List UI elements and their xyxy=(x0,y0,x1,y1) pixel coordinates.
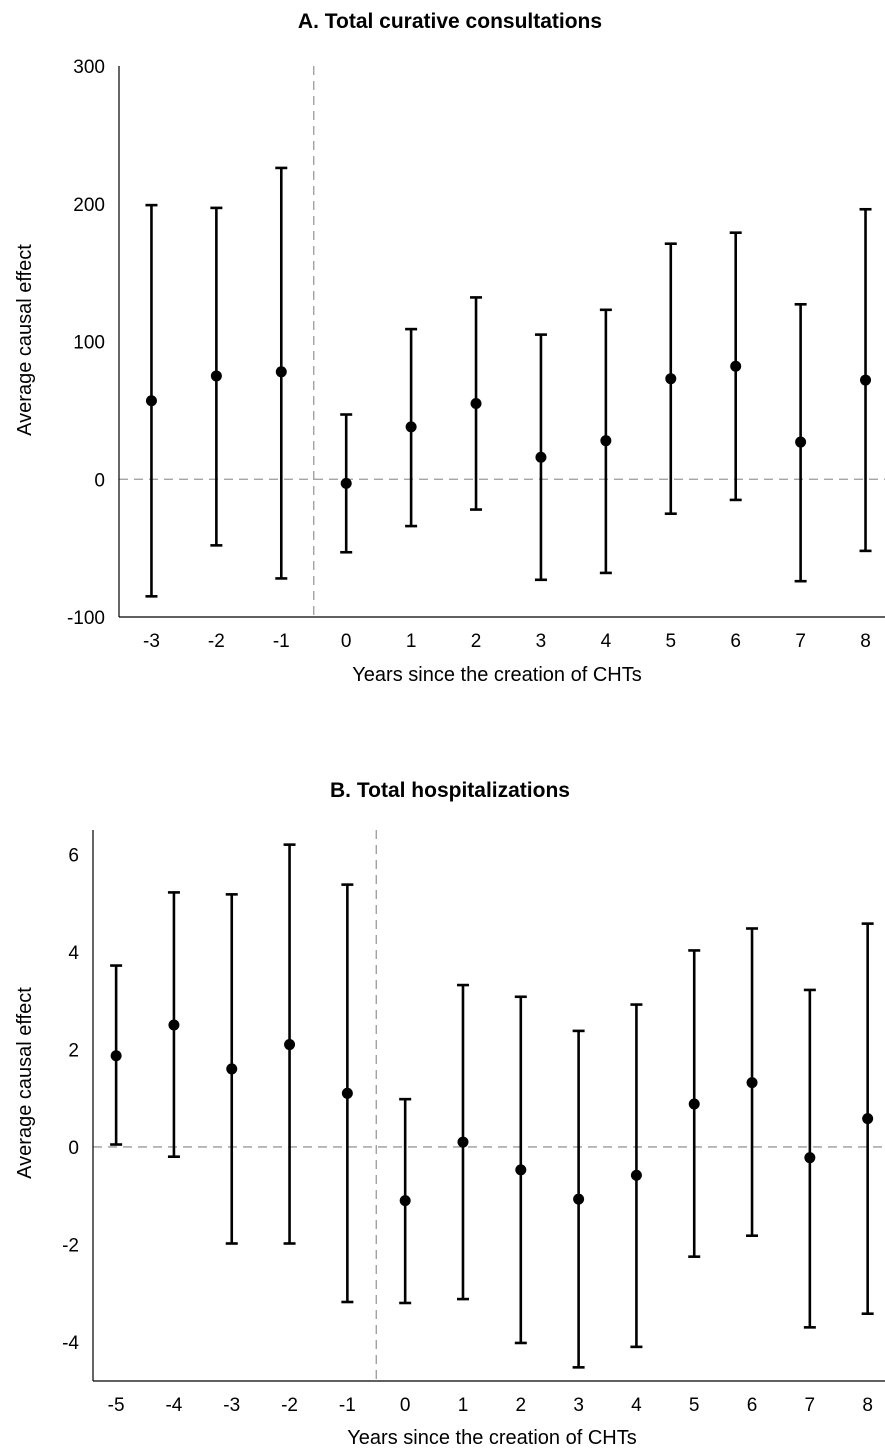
y-tick-label: 6 xyxy=(68,845,79,866)
data-marks xyxy=(110,843,874,1369)
point-estimate xyxy=(284,1039,296,1051)
x-tick-label: 1 xyxy=(458,1395,469,1416)
x-tick-label: 4 xyxy=(601,631,612,652)
chart-title: A. Total curative consultations xyxy=(298,10,602,33)
axes xyxy=(118,66,885,618)
point-estimate xyxy=(226,1063,238,1075)
x-tick-label: 5 xyxy=(665,631,676,652)
x-tick-label: -2 xyxy=(281,1395,298,1416)
x-tick-label: -1 xyxy=(339,1395,356,1416)
x-tick-label: -2 xyxy=(208,631,225,652)
y-tick-label: 0 xyxy=(94,470,105,491)
point-estimate xyxy=(340,477,352,489)
x-tick-label: 6 xyxy=(747,1395,758,1416)
point-estimate xyxy=(730,360,742,372)
x-tick-label: 2 xyxy=(471,631,482,652)
x-axis-label: Years since the creation of CHTs xyxy=(347,1427,636,1449)
tick-labels: -100 0 100 200 300 -3 -2 -1 0 1 2 3 4 5 6 7 8 xyxy=(67,57,871,652)
point-estimate xyxy=(688,1098,700,1110)
point-estimate xyxy=(746,1077,758,1089)
x-tick-label: 8 xyxy=(862,1395,873,1416)
point-estimate xyxy=(210,370,222,382)
point-estimate xyxy=(110,1050,122,1062)
y-axis-label: Average causal effect xyxy=(14,244,36,436)
data-marks xyxy=(145,166,872,598)
y-tick-label: 100 xyxy=(73,333,105,354)
chart-title: B. Total hospitalizations xyxy=(330,779,570,802)
x-tick-label: 4 xyxy=(631,1395,642,1416)
point-estimate xyxy=(804,1152,816,1164)
point-estimate xyxy=(405,421,417,433)
y-tick-label: 2 xyxy=(68,1040,79,1061)
point-estimate xyxy=(145,395,157,407)
x-tick-label: 7 xyxy=(805,1395,816,1416)
point-estimate xyxy=(862,1113,874,1125)
point-estimate xyxy=(168,1019,180,1031)
point-estimate xyxy=(630,1169,642,1181)
panel-b: B. Total hospitalizations Years since th… xyxy=(14,779,885,1449)
point-estimate xyxy=(470,397,482,409)
x-tick-label: 8 xyxy=(860,631,871,652)
x-tick-label: 3 xyxy=(573,1395,584,1416)
point-estimate xyxy=(795,436,807,448)
y-tick-label: 4 xyxy=(68,943,79,964)
point-estimate xyxy=(457,1136,469,1148)
y-tick-label: 0 xyxy=(68,1138,79,1159)
x-tick-label: 1 xyxy=(406,631,417,652)
point-estimate xyxy=(600,435,612,447)
x-tick-label: 6 xyxy=(730,631,741,652)
y-tick-label: 300 xyxy=(73,57,105,78)
point-estimate xyxy=(275,366,287,378)
point-estimate xyxy=(341,1087,353,1099)
x-tick-label: 2 xyxy=(516,1395,527,1416)
x-tick-label: 5 xyxy=(689,1395,700,1416)
y-axis-label: Average causal effect xyxy=(14,987,36,1179)
x-axis-label: Years since the creation of CHTs xyxy=(352,664,641,686)
x-tick-label: 0 xyxy=(400,1395,411,1416)
point-estimate xyxy=(665,373,677,385)
x-tick-label: 7 xyxy=(795,631,806,652)
point-estimate xyxy=(535,451,547,463)
tick-labels: -4 -2 0 2 4 6 -5 -4 -3 -2 -1 0 1 2 3 4 5 6 7 8 xyxy=(62,845,873,1416)
x-tick-label: -5 xyxy=(108,1395,125,1416)
point-estimate xyxy=(573,1193,585,1205)
y-tick-label: 200 xyxy=(73,195,105,216)
point-estimate xyxy=(515,1164,527,1176)
panel-a: A. Total curative consultations Years si… xyxy=(14,10,885,686)
x-tick-label: 3 xyxy=(536,631,547,652)
axes xyxy=(92,830,885,1382)
y-tick-label: -100 xyxy=(67,608,105,629)
y-tick-label: -4 xyxy=(62,1333,79,1354)
x-tick-label: -1 xyxy=(273,631,290,652)
x-tick-label: -3 xyxy=(143,631,160,652)
x-tick-label: -4 xyxy=(165,1395,182,1416)
y-tick-label: -2 xyxy=(62,1235,79,1256)
x-tick-label: 0 xyxy=(341,631,352,652)
x-tick-label: -3 xyxy=(223,1395,240,1416)
point-estimate xyxy=(399,1195,411,1207)
point-estimate xyxy=(860,374,872,386)
